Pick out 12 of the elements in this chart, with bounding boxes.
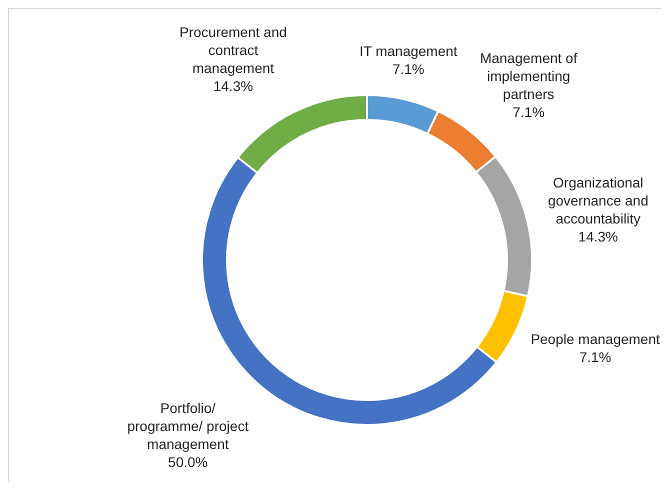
data-label: 7.1% [512, 104, 545, 120]
slice-label: Procurement and contract management [180, 24, 287, 76]
slice-label: Management of implementing partners [480, 50, 578, 102]
slice-label: Portfolio/ programme/ project management [127, 400, 249, 452]
data-label: 14.3% [578, 228, 618, 245]
data-label: 7.1% [392, 61, 424, 78]
data-label: 50.0% [168, 454, 208, 470]
data-label: 7.1% [579, 349, 612, 366]
slice-label: People management [530, 331, 660, 348]
data-label: 14.3% [213, 78, 254, 94]
slice-label: Organizational governance and accountability [548, 174, 648, 227]
slice-label: IT management [360, 43, 458, 60]
